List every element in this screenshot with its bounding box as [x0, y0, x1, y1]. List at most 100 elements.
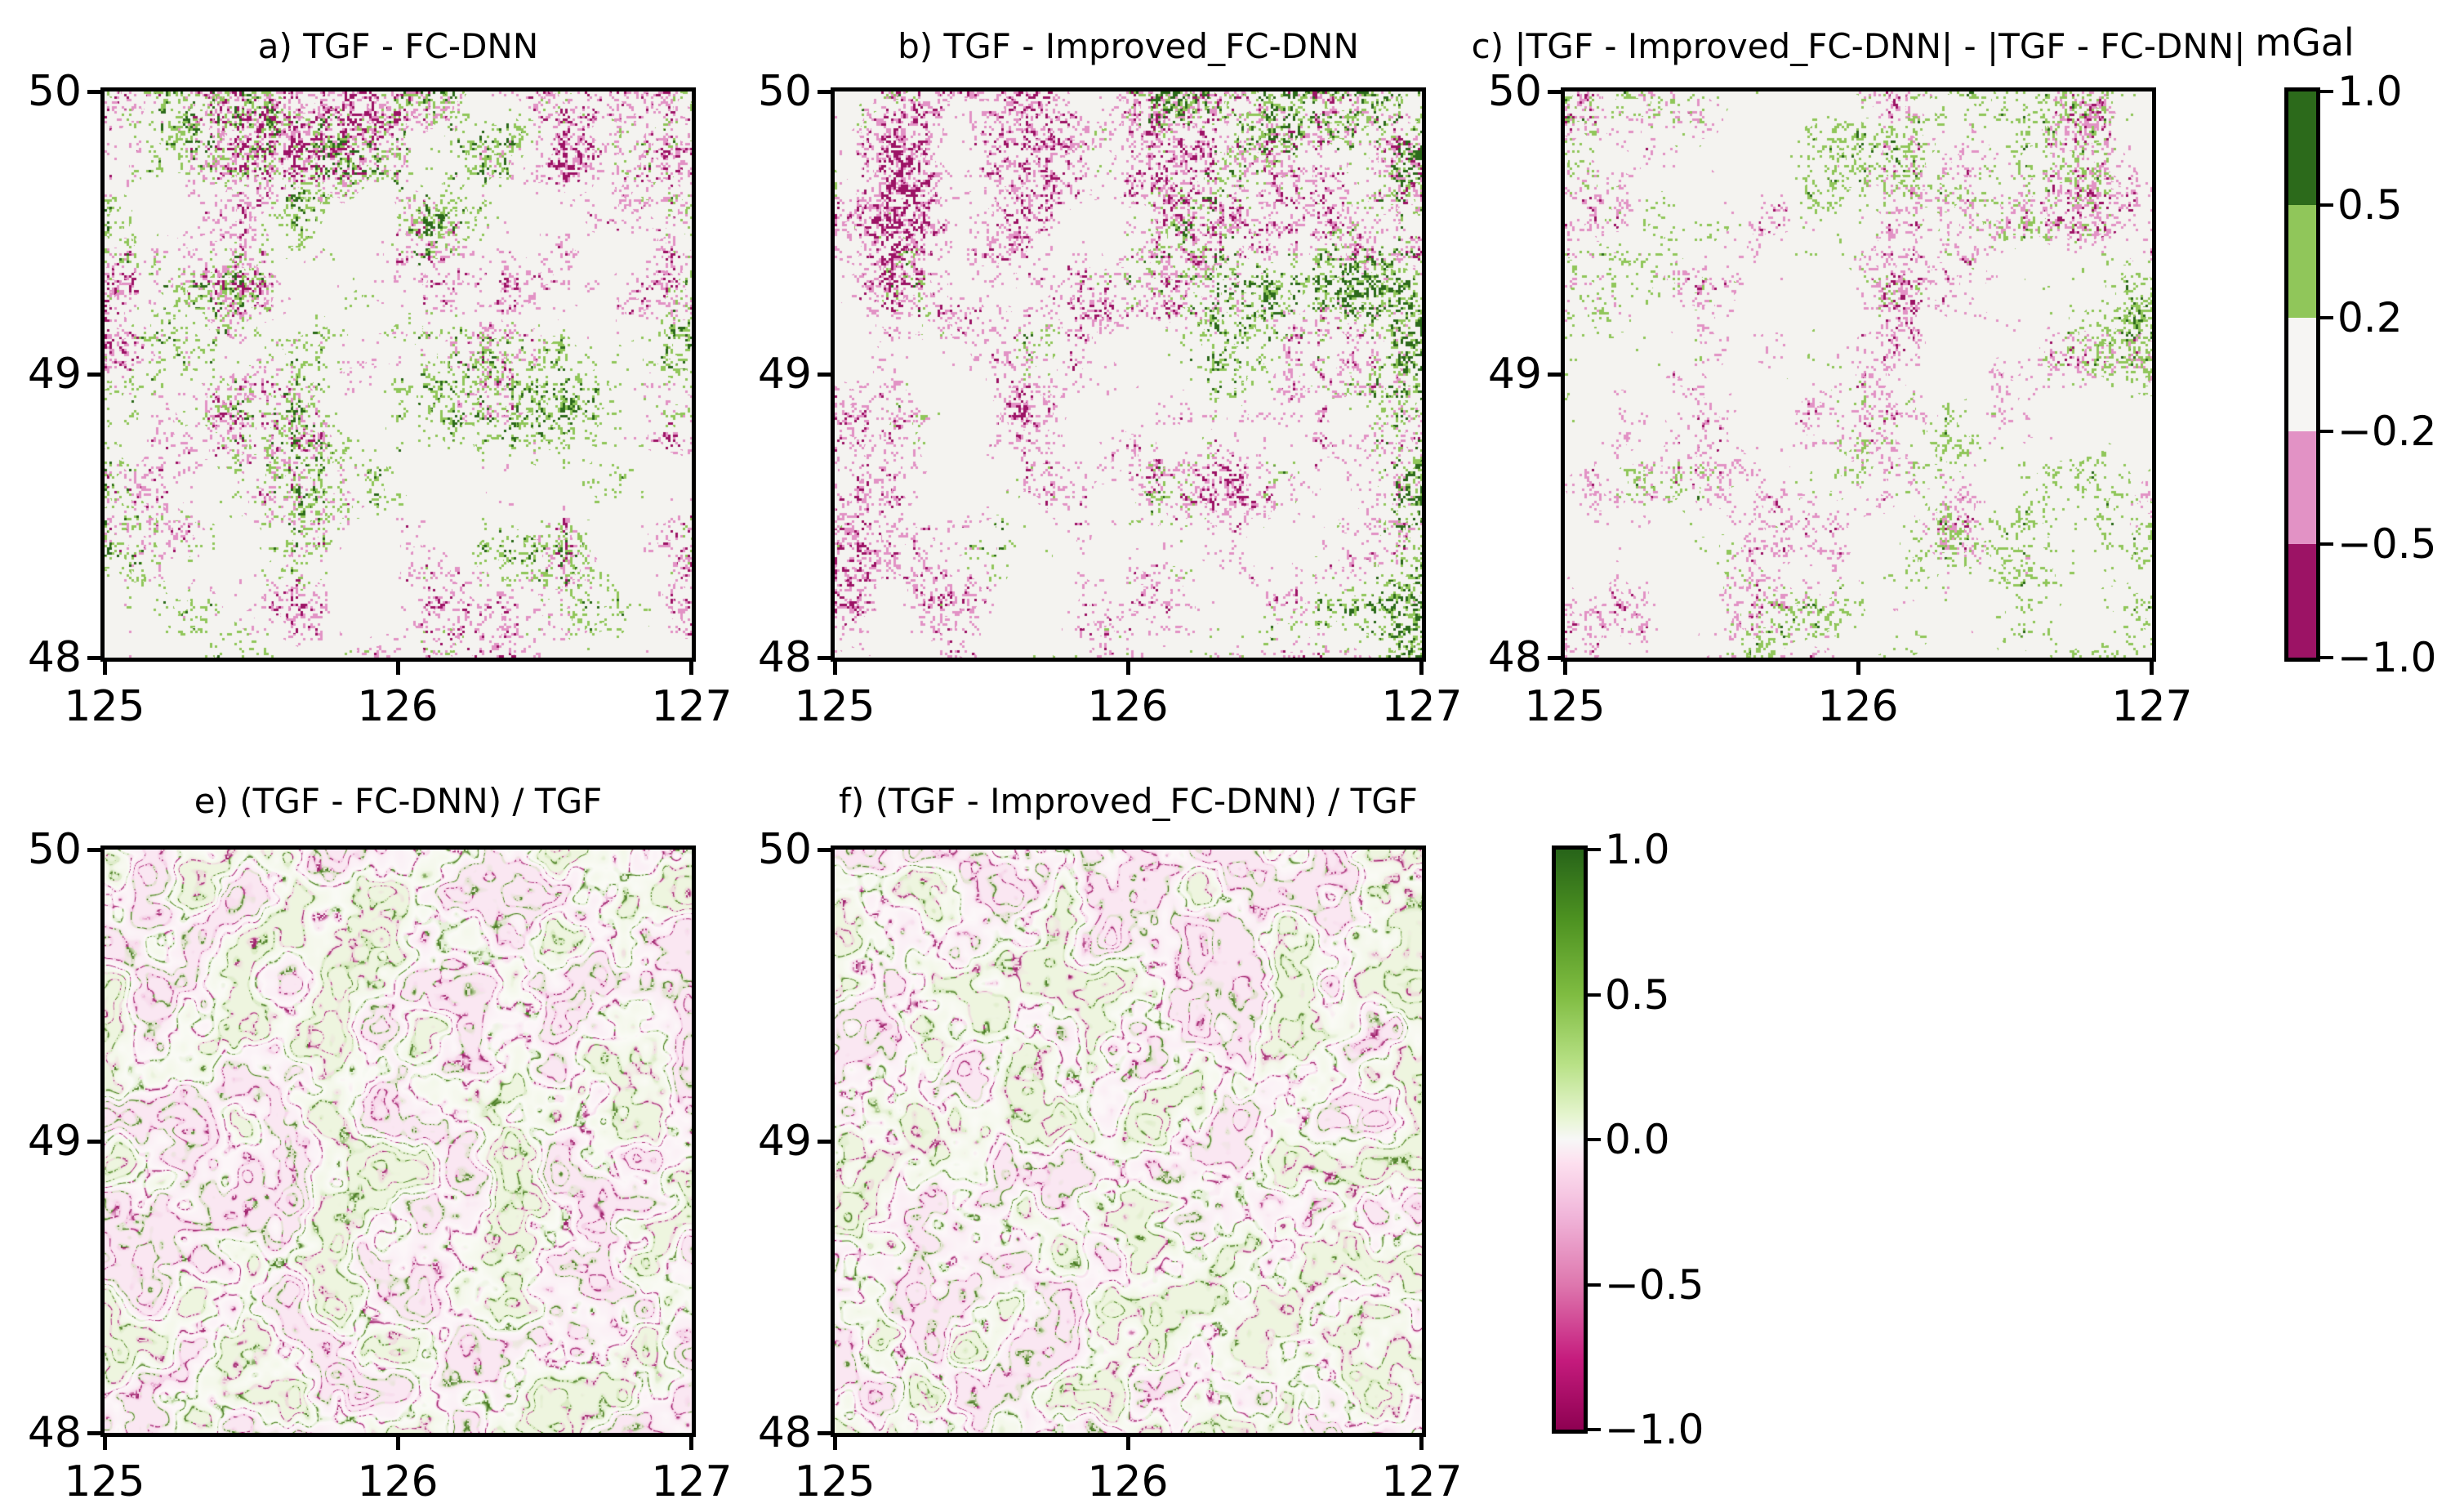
y-tick-label: 48	[757, 633, 812, 682]
colorbar-tick-mark	[2320, 542, 2333, 546]
panel-title-f: f) (TGF - Improved_FC-DNN) / TGF	[839, 780, 1418, 821]
y-tick-mark	[87, 1140, 100, 1144]
y-tick-mark	[818, 848, 831, 852]
x-tick-label: 125	[1524, 682, 1606, 731]
y-tick-label: 48	[27, 1408, 82, 1457]
x-tick-label: 127	[1381, 682, 1463, 731]
y-tick-mark	[87, 1431, 100, 1435]
colorbar-gradient: 1.0 0.5 0.0 −0.5 −1.0	[1552, 826, 1704, 1453]
map-panel-e: 50 49 48 125 126 127	[28, 825, 733, 1506]
x-tick-label: 125	[64, 1457, 145, 1506]
x-tick-label: 127	[2111, 682, 2193, 731]
colorbar-tick-mark	[2320, 656, 2333, 659]
y-tick-label: 49	[757, 1117, 812, 1166]
map-canvas-b	[835, 91, 1422, 658]
x-tick-mark	[833, 1437, 837, 1450]
colorbar-units-label: mGal	[2255, 20, 2355, 65]
y-tick-label: 50	[27, 67, 82, 116]
x-tick-mark	[1126, 662, 1130, 675]
y-tick-mark	[818, 656, 831, 660]
panel-title-a: a) TGF - FC-DNN	[257, 25, 539, 66]
x-tick-mark	[396, 662, 400, 675]
x-tick-mark	[689, 662, 693, 675]
y-tick-mark	[1548, 656, 1561, 660]
x-tick-mark	[2150, 662, 2154, 675]
x-tick-mark	[103, 662, 107, 675]
x-tick-mark	[103, 1437, 107, 1450]
y-tick-mark	[818, 1431, 831, 1435]
panel-title-e: e) (TGF - FC-DNN) / TGF	[194, 780, 603, 821]
discrete-colorbar-segments	[2288, 91, 2316, 658]
colorbar-segment	[2288, 204, 2316, 319]
colorbar-tick-label: 1.0	[2337, 68, 2403, 115]
colorbar-tick-mark	[1588, 848, 1601, 851]
colorbar-tick-label: 0.5	[2337, 181, 2403, 229]
map-canvas-e	[105, 850, 692, 1433]
colorbar-tick-label: 1.0	[1605, 826, 1670, 873]
y-tick-label: 50	[757, 825, 812, 874]
colorbar-tick-mark	[1588, 993, 1601, 997]
x-tick-label: 126	[357, 682, 439, 731]
colorbar-tick-mark	[2320, 90, 2333, 93]
y-tick-mark	[818, 373, 831, 377]
colorbar-tick-label: 0.0	[1605, 1116, 1670, 1163]
x-tick-label: 125	[794, 1457, 876, 1506]
x-tick-label: 125	[794, 682, 876, 731]
map-panel-f: 50 49 48 125 126 127	[758, 825, 1463, 1506]
colorbar-tick-mark	[2320, 316, 2333, 319]
colorbar-tick-mark	[2320, 203, 2333, 207]
x-tick-label: 126	[1087, 1457, 1169, 1506]
map-panel-c: 50 49 48 125 126 127	[1488, 67, 2193, 731]
colorbar-tick-mark	[2320, 430, 2333, 433]
y-tick-mark	[818, 1140, 831, 1144]
x-tick-mark	[1419, 1437, 1424, 1450]
map-panel-b: 50 49 48 125 126 127	[758, 67, 1463, 731]
colorbar-tick-mark	[1588, 1138, 1601, 1141]
y-tick-mark	[87, 373, 100, 377]
colorbar-tick-label: −1.0	[1605, 1406, 1704, 1453]
x-tick-mark	[689, 1437, 693, 1450]
y-tick-label: 48	[1487, 633, 1542, 682]
y-tick-label: 50	[757, 67, 812, 116]
colorbar-tick-label: −1.0	[2337, 634, 2437, 681]
colorbar-tick-label: −0.2	[2337, 408, 2437, 455]
y-tick-mark	[87, 656, 100, 660]
map-panel-a: 50 49 48 125 126 127	[28, 67, 733, 731]
colorbar-tick-mark	[1588, 1283, 1601, 1287]
map-canvas-c	[1565, 91, 2152, 658]
map-canvas-f	[835, 850, 1422, 1433]
colorbar-tick-label: 0.2	[2337, 294, 2403, 341]
y-tick-label: 50	[27, 825, 82, 874]
colorbar-segment	[2288, 431, 2316, 545]
x-tick-label: 126	[357, 1457, 439, 1506]
gradient-colorbar-fill	[1556, 850, 1584, 1430]
x-tick-label: 125	[64, 682, 145, 731]
colorbar-tick-label: −0.5	[1605, 1261, 1704, 1309]
x-tick-mark	[1419, 662, 1424, 675]
y-tick-label: 49	[757, 350, 812, 399]
y-tick-mark	[1548, 90, 1561, 94]
y-tick-label: 48	[27, 633, 82, 682]
x-tick-label: 126	[1817, 682, 1899, 731]
panel-title-c: c) |TGF - Improved_FC-DNN| - |TGF - FC-D…	[1471, 25, 2246, 66]
colorbar-segment	[2288, 544, 2316, 658]
x-tick-mark	[1563, 662, 1567, 675]
y-tick-mark	[818, 90, 831, 94]
colorbar-tick-label: 0.5	[1605, 971, 1670, 1019]
colorbar-tick-label: −0.5	[2337, 520, 2437, 568]
x-tick-label: 127	[651, 682, 733, 731]
x-tick-label: 127	[1381, 1457, 1463, 1506]
y-tick-label: 49	[27, 1117, 82, 1166]
y-tick-mark	[87, 90, 100, 94]
y-tick-label: 48	[757, 1408, 812, 1457]
x-tick-mark	[1856, 662, 1860, 675]
colorbar-discrete: 1.0 0.5 0.2 −0.2 −0.5 −1.0	[2284, 68, 2436, 681]
x-tick-mark	[833, 662, 837, 675]
y-tick-mark	[87, 848, 100, 852]
y-tick-label: 49	[1487, 350, 1542, 399]
colorbar-segment	[2288, 91, 2316, 205]
y-tick-label: 50	[1487, 67, 1542, 116]
colorbar-tick-mark	[1588, 1428, 1601, 1431]
x-tick-mark	[396, 1437, 400, 1450]
